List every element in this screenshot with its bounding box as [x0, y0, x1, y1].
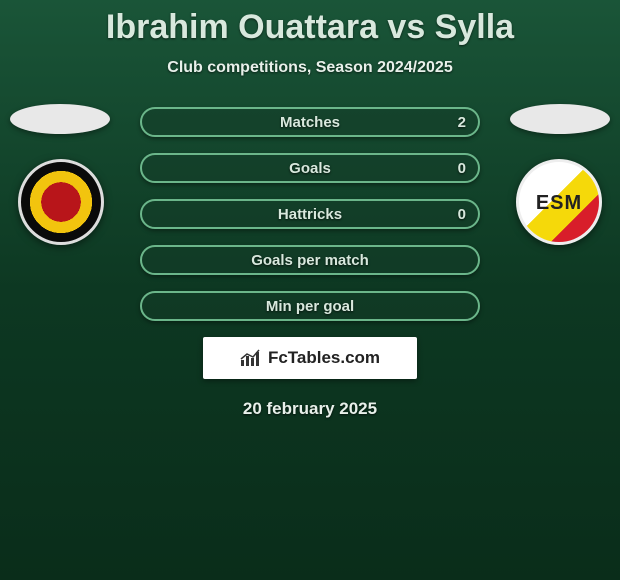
stat-label: Goals per match — [251, 252, 369, 269]
club-badge-right — [516, 159, 602, 245]
stat-row-matches: Matches 2 — [140, 107, 480, 137]
club-badge-left — [18, 159, 104, 245]
stat-right-value: 0 — [458, 206, 466, 223]
chart-icon — [240, 349, 262, 367]
player-avatar-right — [510, 104, 610, 134]
stat-label: Matches — [280, 114, 340, 131]
branding-badge: FcTables.com — [203, 337, 417, 379]
stat-row-goals-per-match: Goals per match — [140, 245, 480, 275]
stat-label: Min per goal — [266, 298, 354, 315]
page-title: Ibrahim Ouattara vs Sylla — [0, 0, 620, 47]
stat-row-goals: Goals 0 — [140, 153, 480, 183]
player-avatar-left — [10, 104, 110, 134]
date-label: 20 february 2025 — [0, 399, 620, 419]
stat-label: Goals — [289, 160, 331, 177]
branding-text: FcTables.com — [268, 348, 380, 368]
comparison-area: Matches 2 Goals 0 Hattricks 0 Goals per … — [0, 107, 620, 419]
stats-list: Matches 2 Goals 0 Hattricks 0 Goals per … — [140, 107, 480, 321]
stat-right-value: 0 — [458, 160, 466, 177]
stat-right-value: 2 — [458, 114, 466, 131]
stat-label: Hattricks — [278, 206, 342, 223]
subtitle: Club competitions, Season 2024/2025 — [0, 59, 620, 77]
stat-row-min-per-goal: Min per goal — [140, 291, 480, 321]
stat-row-hattricks: Hattricks 0 — [140, 199, 480, 229]
